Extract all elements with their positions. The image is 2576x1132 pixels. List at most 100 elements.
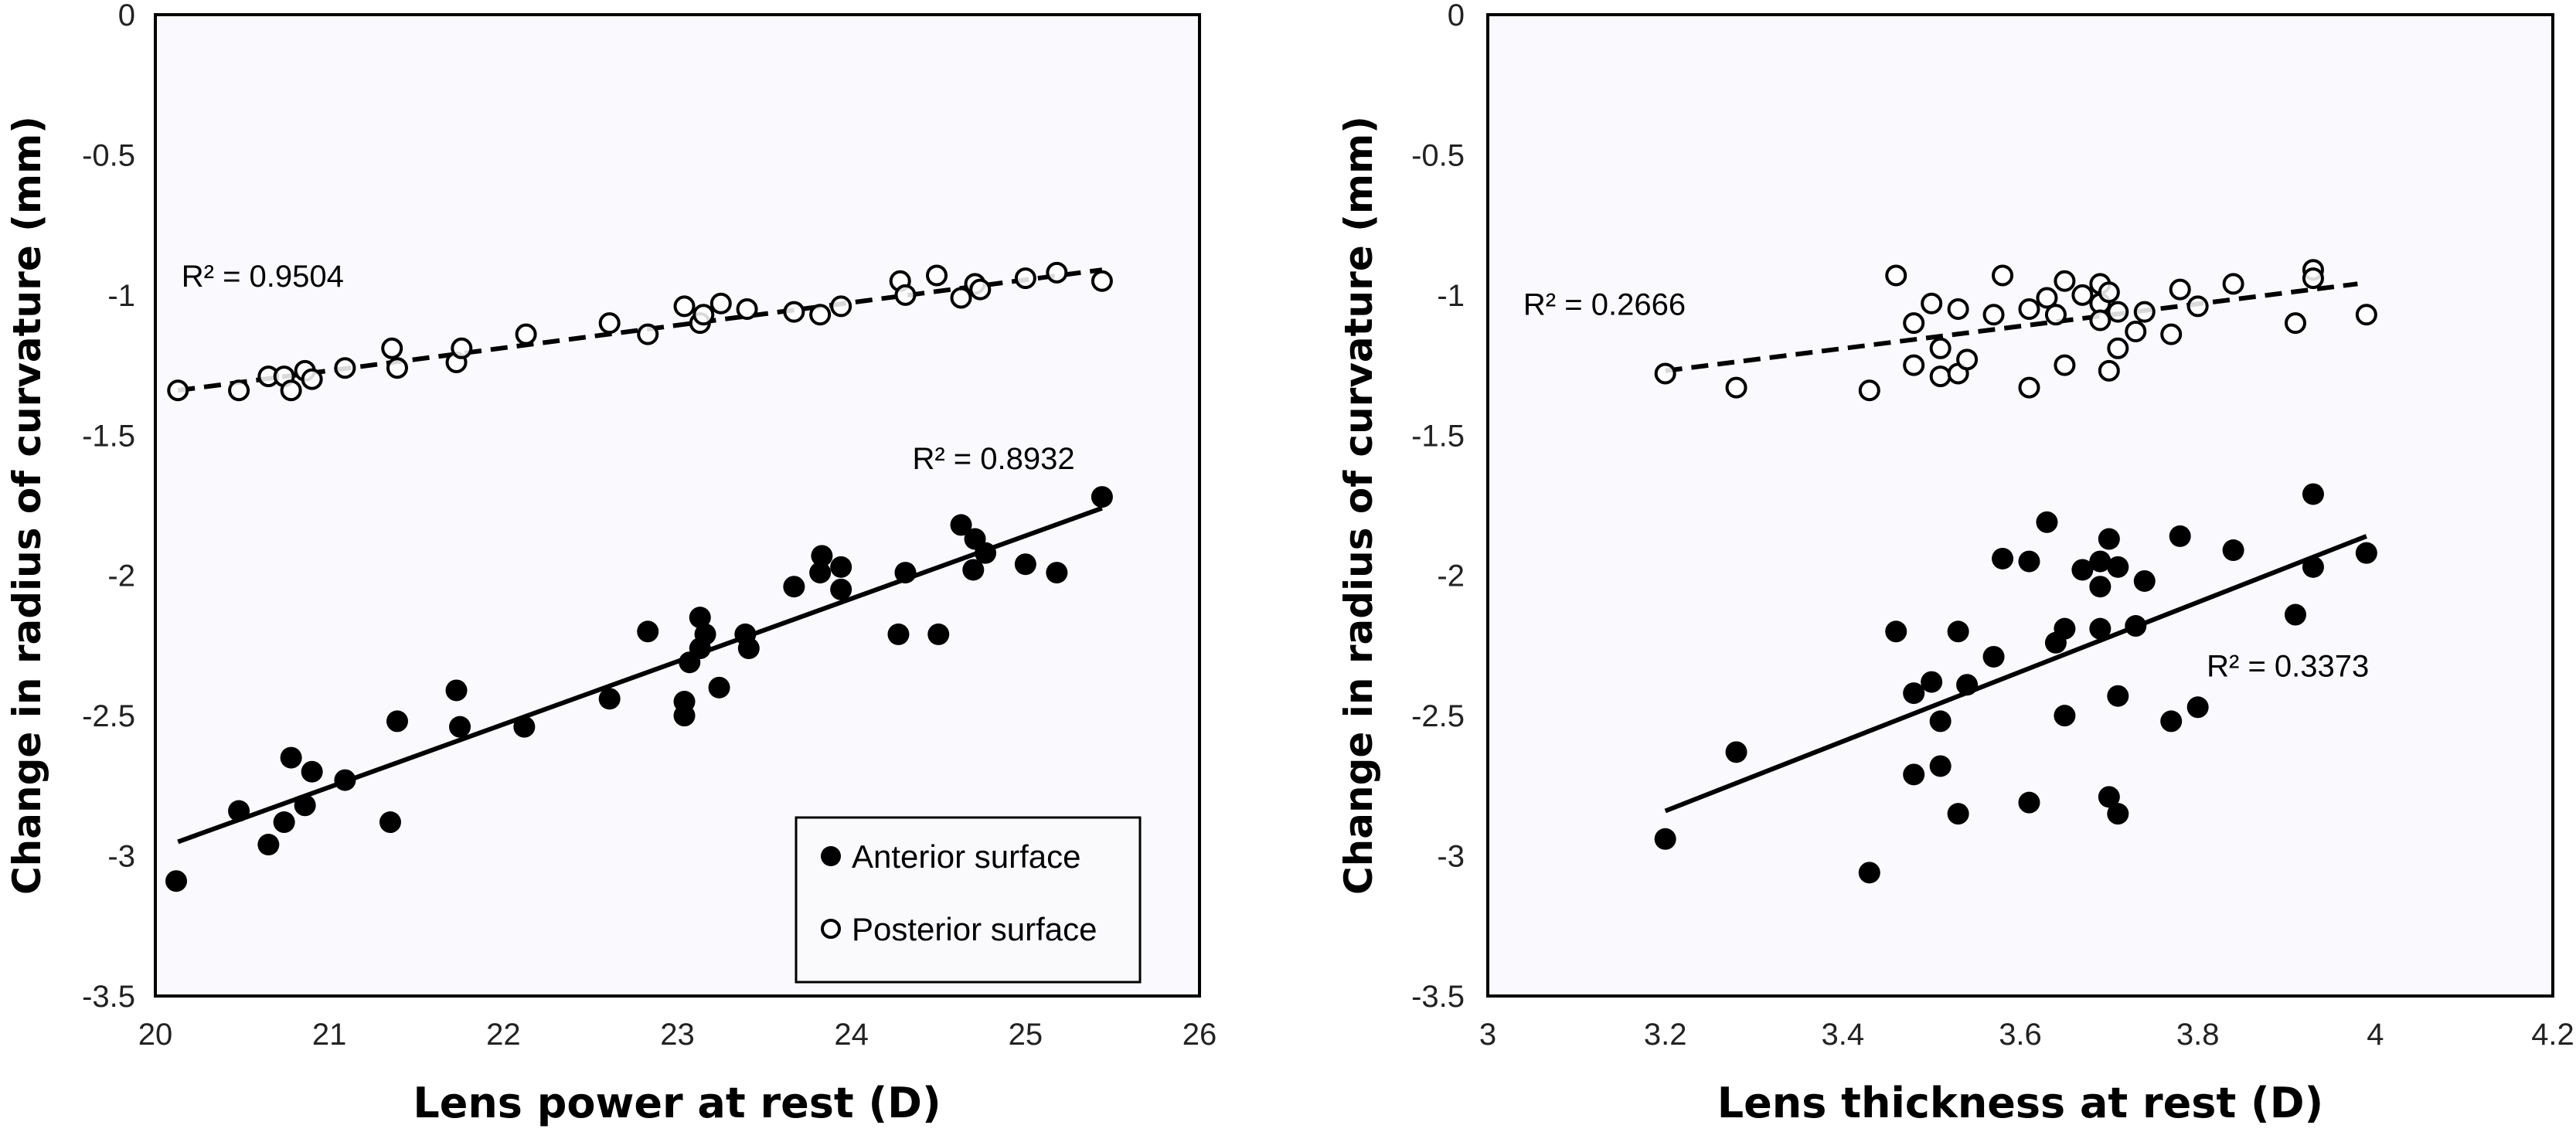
data-point-posterior [1091, 270, 1113, 292]
data-point-posterior [736, 298, 758, 320]
data-point-anterior [2089, 617, 2112, 640]
x-tick-label: 3 [1479, 1018, 1496, 1052]
y-tick-label: 0 [118, 0, 135, 32]
y-tick-label: 0 [1448, 0, 1465, 32]
y-tick-label: -0.5 [1411, 138, 1465, 172]
data-point-anterior [2054, 617, 2076, 640]
data-point-posterior [950, 287, 972, 309]
data-point-posterior [2018, 298, 2040, 320]
data-point-posterior [2222, 273, 2244, 295]
y-axis-title: Change in radius of curvature (mm) [5, 116, 49, 895]
data-point-posterior [598, 312, 621, 335]
data-point-anterior [228, 800, 250, 822]
data-point-posterior [1956, 348, 1979, 371]
data-point-anterior [2222, 539, 2244, 562]
data-point-posterior [1929, 365, 1952, 388]
r-squared-label: R² = 0.3373 [2207, 649, 2369, 683]
data-point-anterior [1858, 862, 1880, 884]
data-point-anterior [2186, 696, 2209, 719]
y-tick-label: -3.5 [82, 980, 135, 1014]
data-point-anterior [2160, 710, 2183, 733]
data-point-anterior [445, 679, 468, 702]
data-point-posterior [2284, 312, 2306, 335]
data-point-posterior [1929, 337, 1952, 359]
y-tick-label: -3.5 [1411, 980, 1465, 1014]
data-point-anterior [1921, 671, 1943, 693]
data-point-anterior [2054, 705, 2076, 727]
data-point-posterior [1903, 312, 1925, 335]
data-point-anterior [2107, 685, 2129, 707]
data-point-posterior [2054, 354, 2076, 376]
data-point-anterior [1014, 553, 1036, 576]
data-point-anterior [273, 811, 295, 834]
x-tick-label: 21 [312, 1018, 347, 1052]
trendline-anterior [1664, 534, 2367, 814]
data-point-anterior [2071, 559, 2094, 581]
data-point-posterior [2160, 323, 2183, 345]
data-point-posterior [1654, 362, 1676, 385]
r-squared-label: R² = 0.2666 [1523, 287, 1686, 321]
data-point-posterior [1885, 264, 1907, 287]
data-point-anterior [1091, 486, 1113, 508]
trendline-posterior [177, 267, 1103, 393]
data-point-anterior [2125, 615, 2147, 637]
data-point-posterior [783, 301, 805, 323]
data-point-anterior [379, 811, 401, 834]
data-point-anterior [894, 562, 917, 584]
data-point-posterior [280, 379, 302, 402]
x-tick-label: 25 [1009, 1018, 1043, 1052]
data-point-posterior [301, 368, 323, 390]
data-point-anterior [1947, 803, 1969, 825]
data-point-anterior [2302, 556, 2324, 578]
x-tick-label: 22 [486, 1018, 521, 1052]
data-point-anterior [2284, 603, 2306, 626]
data-point-posterior [637, 323, 659, 345]
x-axis-title: Lens thickness at rest (D) [1717, 1079, 2324, 1127]
data-point-posterior [2044, 304, 2067, 326]
data-point-posterior [2107, 337, 2129, 359]
data-point-anterior [1903, 763, 1925, 786]
data-point-anterior [2089, 550, 2112, 573]
data-point-posterior [1903, 354, 1925, 376]
data-point-posterior [2098, 281, 2120, 304]
data-point-anterior [598, 688, 621, 710]
data-point-anterior [689, 637, 711, 660]
x-axis-title: Lens power at rest (D) [413, 1079, 941, 1127]
data-point-posterior [969, 278, 992, 301]
data-point-anterior [2098, 528, 2120, 550]
data-point-anterior [294, 794, 316, 817]
data-point-posterior [451, 337, 473, 359]
x-tick-label: 20 [138, 1018, 173, 1052]
data-point-posterior [673, 295, 696, 318]
data-point-posterior [1992, 264, 2014, 287]
data-point-posterior [894, 284, 917, 306]
plot-area [1486, 13, 2554, 998]
data-point-posterior [692, 304, 715, 326]
x-tick-label: 3.4 [1822, 1018, 1865, 1052]
data-point-anterior [2302, 483, 2324, 505]
y-tick-label: -1 [107, 279, 135, 313]
r-squared-label: R² = 0.8932 [912, 442, 1074, 476]
legend: Anterior surface Posterior surface [795, 816, 1142, 984]
data-point-anterior [689, 607, 711, 629]
data-point-anterior [301, 760, 323, 783]
data-point-posterior [228, 379, 250, 402]
data-point-anterior [737, 637, 760, 660]
data-point-posterior [1921, 292, 1943, 314]
data-point-posterior [2355, 304, 2377, 326]
y-tick-label: -1 [1437, 279, 1465, 313]
data-point-posterior [1046, 261, 1068, 284]
data-point-anterior [783, 576, 805, 598]
data-point-anterior [1982, 645, 2005, 668]
data-point-posterior [2098, 359, 2120, 382]
x-tick-label: 4.2 [2531, 1018, 2574, 1052]
data-point-posterior [1725, 376, 1747, 399]
y-tick-label: -0.5 [82, 138, 135, 172]
data-point-anterior [950, 514, 972, 536]
data-point-anterior [257, 834, 280, 856]
data-point-anterior [962, 559, 985, 581]
data-point-posterior [2036, 287, 2058, 309]
x-tick-label: 4 [2367, 1018, 2384, 1052]
y-axis-title: Change in radius of curvature (mm) [1336, 116, 1381, 895]
